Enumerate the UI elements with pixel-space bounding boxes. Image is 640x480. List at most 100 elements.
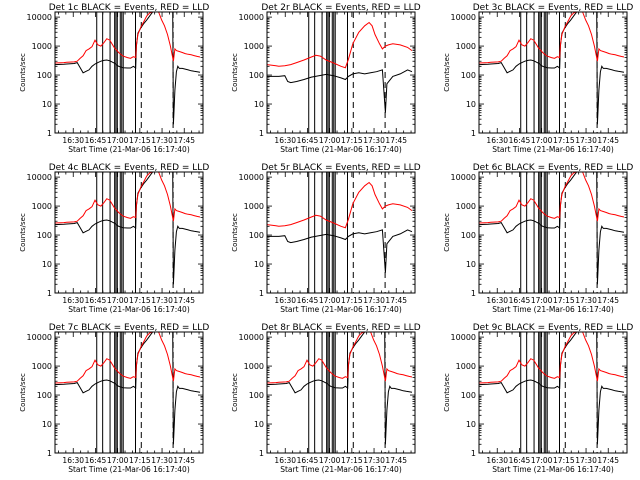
x-tick-label: 17:30 bbox=[575, 456, 597, 465]
x-tick-label: 16:45 bbox=[509, 136, 531, 145]
panel-title: Det 8r BLACK = Events, RED = LLD bbox=[261, 323, 420, 333]
y-tick-label: 100 bbox=[249, 391, 264, 400]
detector-panel-8: Det 8r BLACK = Events, RED = LLD Counts/s… bbox=[231, 323, 421, 474]
y-tick-label: 10 bbox=[466, 100, 476, 109]
y-tick-label: 10000 bbox=[451, 333, 476, 342]
y-tick-label: 100 bbox=[249, 231, 264, 240]
y-tick-label: 1 bbox=[471, 129, 476, 138]
y-tick-label: 1000 bbox=[32, 42, 52, 51]
y-tick-label: 1 bbox=[259, 289, 264, 298]
y-tick-label: 10000 bbox=[27, 333, 52, 342]
x-tick-label: 17:30 bbox=[151, 456, 173, 465]
x-tick-label: 16:30 bbox=[62, 296, 84, 305]
x-tick-label: 16:45 bbox=[297, 136, 319, 145]
x-tick-label: 17:15 bbox=[553, 456, 575, 465]
x-tick-label: 16:30 bbox=[62, 136, 84, 145]
events-series-line bbox=[479, 12, 625, 125]
x-tick-label: 17:00 bbox=[319, 296, 341, 305]
x-tick-label: 16:30 bbox=[62, 456, 84, 465]
y-tick-label: 1000 bbox=[244, 362, 264, 371]
detector-panel-1: Det 1c BLACK = Events, RED = LLD Counts/s… bbox=[19, 3, 209, 154]
plot-frame bbox=[478, 11, 628, 134]
detector-panel-3: Det 3c BLACK = Events, RED = LLD Counts/s… bbox=[443, 3, 633, 154]
y-axis-label: Counts/sec bbox=[443, 53, 451, 92]
lld-series-line bbox=[267, 181, 413, 229]
y-tick-label: 100 bbox=[37, 391, 52, 400]
x-tick-label: 17:30 bbox=[151, 136, 173, 145]
events-series-line bbox=[55, 12, 201, 125]
x-tick-label: 17:45 bbox=[385, 296, 407, 305]
x-axis-label: Start Time (21-Mar-06 16:17:40) bbox=[68, 305, 190, 314]
lld-series-line bbox=[479, 12, 625, 64]
y-tick-label: 1000 bbox=[244, 202, 264, 211]
y-tick-label: 100 bbox=[461, 391, 476, 400]
plot-frame bbox=[266, 171, 416, 294]
events-series-line bbox=[267, 229, 413, 273]
y-tick-label: 10 bbox=[254, 420, 264, 429]
x-axis-label: Start Time (21-Mar-06 16:17:40) bbox=[492, 465, 614, 474]
panel-title: Det 5r BLACK = Events, RED = LLD bbox=[261, 163, 420, 173]
panel-title: Det 1c BLACK = Events, RED = LLD bbox=[49, 3, 210, 13]
detector-panel-6: Det 6c BLACK = Events, RED = LLD Counts/s… bbox=[443, 163, 633, 314]
x-tick-label: 17:45 bbox=[173, 136, 195, 145]
y-tick-label: 1 bbox=[471, 289, 476, 298]
y-axis-label: Counts/sec bbox=[443, 213, 451, 252]
x-tick-label: 16:45 bbox=[297, 456, 319, 465]
panel-title: Det 6c BLACK = Events, RED = LLD bbox=[473, 163, 634, 173]
y-tick-label: 10000 bbox=[451, 173, 476, 182]
y-tick-label: 1 bbox=[471, 449, 476, 458]
plot-frame bbox=[478, 171, 628, 294]
x-tick-label: 17:45 bbox=[597, 296, 619, 305]
x-axis-label: Start Time (21-Mar-06 16:17:40) bbox=[68, 145, 190, 154]
panel-title: Det 3c BLACK = Events, RED = LLD bbox=[473, 3, 634, 13]
detector-panel-7: Det 7c BLACK = Events, RED = LLD Counts/s… bbox=[19, 323, 209, 474]
y-tick-label: 100 bbox=[37, 71, 52, 80]
x-tick-label: 17:15 bbox=[341, 296, 363, 305]
y-tick-label: 10 bbox=[254, 260, 264, 269]
x-axis-label: Start Time (21-Mar-06 16:17:40) bbox=[492, 305, 614, 314]
x-tick-label: 17:00 bbox=[531, 136, 553, 145]
lld-series-line bbox=[267, 332, 413, 384]
x-tick-label: 17:15 bbox=[553, 136, 575, 145]
y-tick-label: 1 bbox=[259, 129, 264, 138]
y-tick-label: 1 bbox=[47, 129, 52, 138]
events-series-line bbox=[479, 332, 625, 445]
x-tick-label: 16:30 bbox=[274, 456, 296, 465]
x-tick-label: 16:45 bbox=[297, 296, 319, 305]
x-tick-label: 16:30 bbox=[274, 296, 296, 305]
x-tick-label: 17:15 bbox=[341, 456, 363, 465]
lld-series-line bbox=[267, 21, 413, 69]
x-tick-label: 17:30 bbox=[363, 296, 385, 305]
detector-panel-2: Det 2r BLACK = Events, RED = LLD Counts/s… bbox=[231, 3, 421, 154]
panel-title: Det 9c BLACK = Events, RED = LLD bbox=[473, 323, 634, 333]
plot-frame bbox=[54, 11, 204, 134]
x-tick-label: 17:45 bbox=[385, 456, 407, 465]
lld-series-line bbox=[55, 332, 201, 384]
x-tick-label: 17:30 bbox=[151, 296, 173, 305]
y-tick-label: 1 bbox=[259, 449, 264, 458]
x-tick-label: 17:30 bbox=[363, 136, 385, 145]
x-tick-label: 16:30 bbox=[486, 136, 508, 145]
plot-frame bbox=[266, 11, 416, 134]
events-series-line bbox=[55, 332, 201, 445]
x-axis-label: Start Time (21-Mar-06 16:17:40) bbox=[68, 465, 190, 474]
x-tick-label: 17:30 bbox=[575, 296, 597, 305]
x-axis-label: Start Time (21-Mar-06 16:17:40) bbox=[280, 465, 402, 474]
y-tick-label: 10 bbox=[466, 420, 476, 429]
lld-series-line bbox=[479, 172, 625, 224]
y-tick-label: 1000 bbox=[32, 362, 52, 371]
events-series-line bbox=[479, 172, 625, 285]
events-series-line bbox=[267, 69, 413, 113]
y-tick-label: 10000 bbox=[27, 173, 52, 182]
y-tick-label: 10000 bbox=[451, 13, 476, 22]
x-axis-label: Start Time (21-Mar-06 16:17:40) bbox=[280, 305, 402, 314]
y-tick-label: 1000 bbox=[32, 202, 52, 211]
x-axis-label: Start Time (21-Mar-06 16:17:40) bbox=[492, 145, 614, 154]
x-tick-label: 17:00 bbox=[107, 296, 129, 305]
panel-title: Det 7c BLACK = Events, RED = LLD bbox=[49, 323, 210, 333]
x-tick-label: 16:45 bbox=[85, 296, 107, 305]
lld-series-line bbox=[479, 332, 625, 384]
y-tick-label: 10 bbox=[42, 420, 52, 429]
y-tick-label: 100 bbox=[461, 231, 476, 240]
